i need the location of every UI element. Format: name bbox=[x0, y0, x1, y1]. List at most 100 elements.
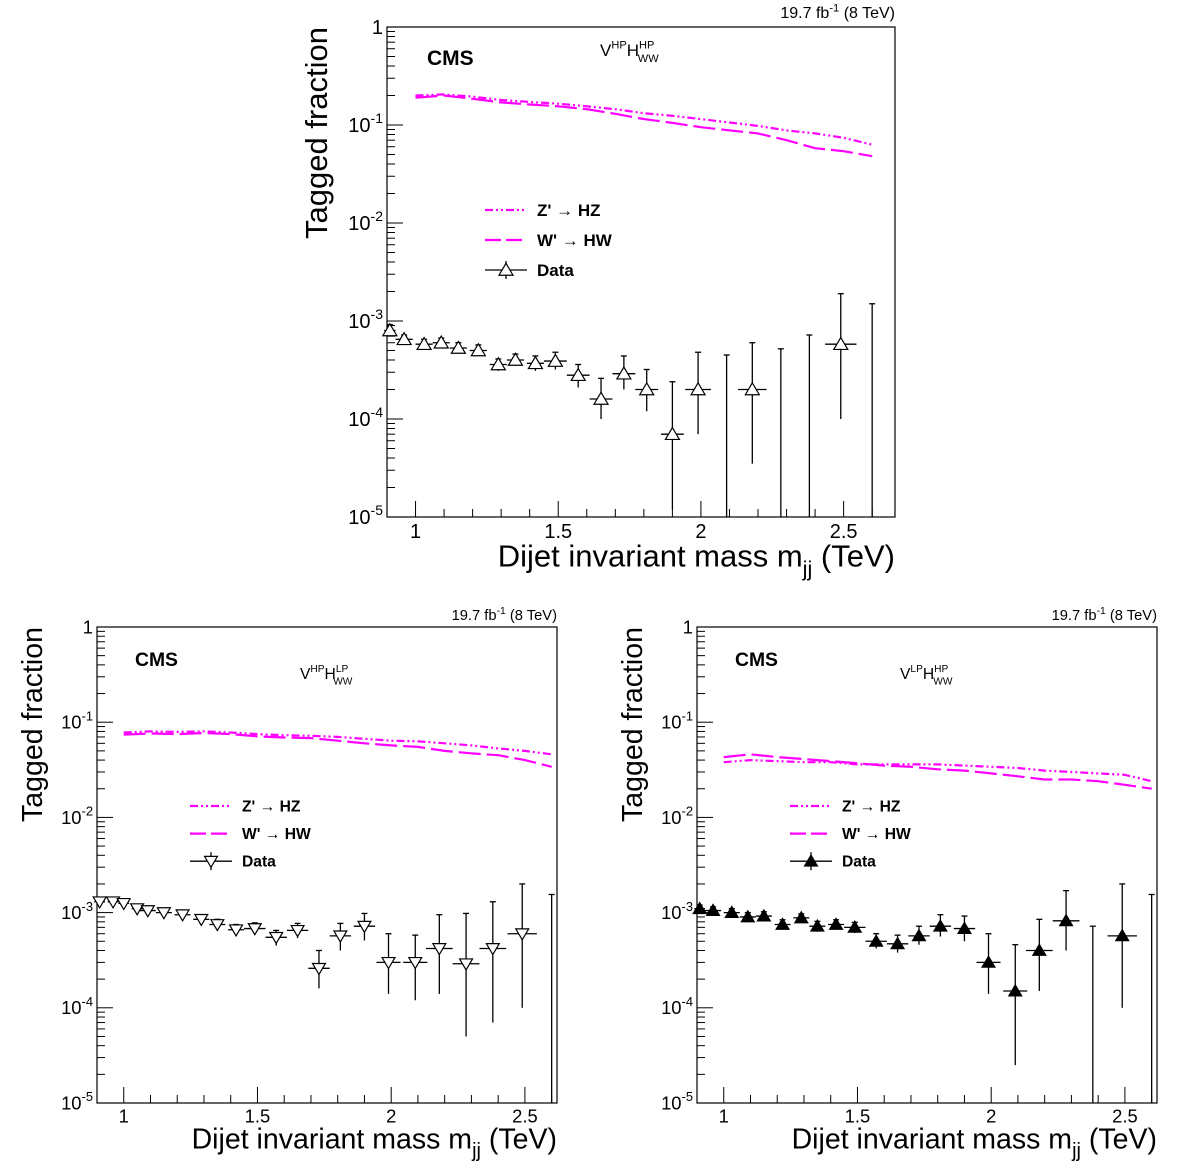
x-tick-label: 2.5 bbox=[512, 1105, 538, 1126]
data-point bbox=[547, 353, 564, 367]
data-point bbox=[911, 928, 927, 942]
data-point bbox=[809, 918, 825, 932]
data-point bbox=[490, 356, 507, 371]
y-tick-label: 10-4 bbox=[661, 994, 693, 1018]
x-axis-title: Dijet invariant mass mjj (TeV) bbox=[792, 1124, 1157, 1163]
data-point bbox=[431, 943, 447, 956]
data-point bbox=[290, 924, 306, 938]
y-tick-label: 1 bbox=[372, 17, 383, 39]
data-point bbox=[664, 426, 681, 441]
chart-bottom-left: 1 10-1 10-2 10-3 10-4 10-5 1 1.5 2 2.5 Tagged frac… bbox=[17, 606, 558, 1163]
data-point bbox=[847, 920, 863, 933]
data-point bbox=[228, 924, 244, 938]
legend-label: W' → HW bbox=[242, 826, 311, 843]
category-label: VHPHHP bbox=[600, 39, 654, 60]
legend-label: Data bbox=[242, 854, 276, 871]
chart-bottom-right: 1 10-1 10-2 10-3 10-4 10-5 1 1.5 2 2.5 Tagged frac… bbox=[617, 606, 1158, 1163]
y-axis-title: Tagged fraction bbox=[17, 627, 49, 822]
x-tick-label: 2 bbox=[695, 521, 706, 543]
data-point bbox=[416, 336, 433, 351]
y-tick-label: 10-1 bbox=[348, 110, 383, 137]
signal-curve bbox=[415, 93, 873, 146]
y-tick-label: 10-3 bbox=[661, 899, 693, 923]
category-subscript: WW bbox=[638, 53, 659, 65]
legend-label: Z' → HZ bbox=[842, 798, 901, 815]
data-point bbox=[956, 921, 972, 934]
signal-curve bbox=[723, 753, 1152, 790]
data-point bbox=[140, 905, 156, 918]
y-tick-label: 1 bbox=[683, 616, 693, 637]
data-point bbox=[868, 933, 884, 947]
lumi-label: 19.7 fb-1 (8 TeV) bbox=[1052, 606, 1157, 624]
data-point bbox=[311, 962, 327, 976]
y-axis-title: Tagged fraction bbox=[299, 27, 334, 239]
plot-frame bbox=[696, 626, 1158, 1104]
data-point bbox=[740, 909, 756, 923]
chart-top: 1 10-1 10-2 10-3 10-4 10-5 1 1.5 2 2.5 Tagged frac… bbox=[299, 3, 896, 581]
cms-label: CMS bbox=[135, 650, 178, 671]
plot-frame bbox=[96, 626, 558, 1104]
data-point bbox=[1007, 983, 1023, 997]
data-point bbox=[775, 917, 791, 930]
data-point bbox=[485, 943, 501, 956]
data-point bbox=[381, 956, 397, 970]
category-subscript: WW bbox=[333, 676, 353, 687]
data-point bbox=[1058, 913, 1074, 927]
data-point bbox=[332, 930, 348, 944]
x-tick-label: 2.5 bbox=[830, 521, 858, 543]
data-point bbox=[890, 936, 906, 950]
y-tick-label: 10-5 bbox=[348, 502, 383, 529]
y-tick-label: 10-1 bbox=[61, 708, 93, 732]
lumi-label: 19.7 fb-1 (8 TeV) bbox=[452, 606, 557, 624]
data-point bbox=[193, 913, 209, 927]
data-point bbox=[527, 355, 544, 370]
x-tick-label: 2.5 bbox=[1112, 1105, 1138, 1126]
cms-label: CMS bbox=[735, 650, 778, 671]
data-point bbox=[129, 903, 145, 916]
signal-curve bbox=[415, 94, 873, 158]
legend-data-marker bbox=[203, 855, 219, 869]
y-tick-label: 1 bbox=[83, 616, 93, 637]
data-point bbox=[433, 334, 450, 349]
x-tick-label: 2 bbox=[386, 1105, 396, 1126]
legend-label: Z' → HZ bbox=[242, 798, 301, 815]
data-point bbox=[507, 352, 524, 366]
data-point bbox=[1031, 943, 1047, 956]
y-tick-label: 10-5 bbox=[61, 1089, 93, 1113]
data-point bbox=[615, 365, 632, 380]
data-point bbox=[570, 367, 587, 382]
y-tick-label: 10-2 bbox=[61, 804, 93, 828]
plot-frame bbox=[386, 26, 896, 518]
x-axis-title: Dijet invariant mass mjj (TeV) bbox=[192, 1124, 557, 1163]
data-point bbox=[1114, 928, 1130, 942]
data-point bbox=[247, 923, 263, 936]
data-point bbox=[116, 897, 132, 911]
data-point bbox=[705, 903, 721, 917]
y-tick-label: 10-2 bbox=[348, 208, 383, 235]
y-tick-label: 10-4 bbox=[61, 994, 93, 1018]
data-point bbox=[724, 905, 740, 919]
x-tick-label: 1.5 bbox=[544, 521, 572, 543]
lumi-label: 19.7 fb-1 (8 TeV) bbox=[780, 3, 895, 22]
data-point bbox=[268, 931, 284, 945]
y-tick-label: 10-2 bbox=[661, 804, 693, 828]
x-tick-label: 1 bbox=[119, 1105, 129, 1126]
data-point bbox=[407, 956, 423, 970]
data-point bbox=[744, 381, 761, 396]
y-tick-label: 10-5 bbox=[661, 1089, 693, 1113]
x-axis-title: Dijet invariant mass mjj (TeV) bbox=[498, 539, 895, 581]
data-point bbox=[793, 910, 809, 924]
legend-label: Data bbox=[537, 261, 574, 280]
data-point bbox=[175, 909, 191, 923]
data-point bbox=[592, 391, 610, 405]
data-point bbox=[356, 920, 372, 934]
legend-label: Data bbox=[842, 854, 876, 871]
y-axis-title: Tagged fraction bbox=[617, 627, 649, 822]
data-point bbox=[692, 901, 708, 915]
data-point bbox=[828, 917, 844, 930]
data-point bbox=[450, 340, 467, 354]
legend-label: Z' → HZ bbox=[537, 201, 601, 220]
y-tick-label: 10-4 bbox=[348, 404, 383, 431]
data-point bbox=[690, 381, 707, 396]
x-tick-label: 2 bbox=[986, 1105, 996, 1126]
